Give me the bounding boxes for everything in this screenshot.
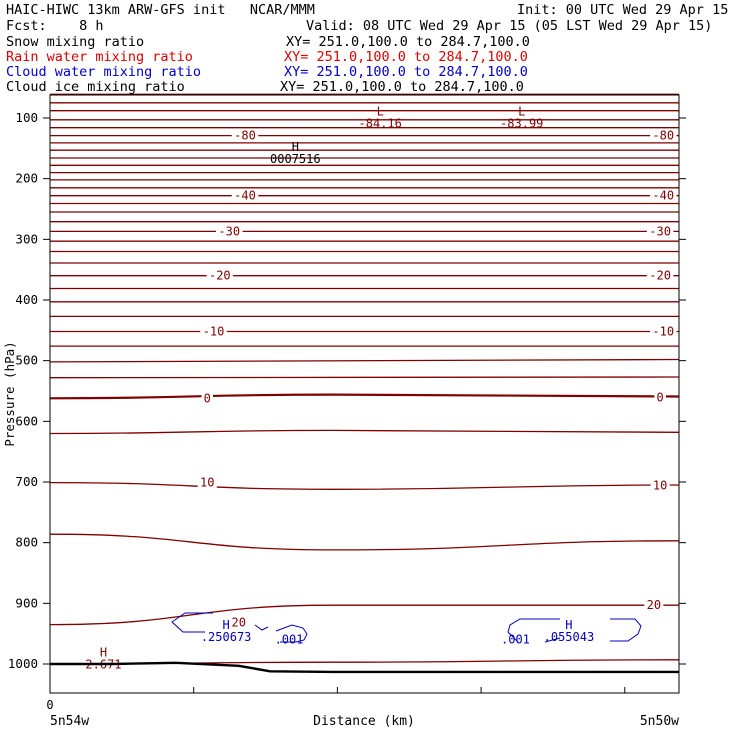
contour-label: -10 <box>203 325 225 339</box>
extremum-marker: H <box>565 618 572 632</box>
y-axis-label: Pressure (hPa) <box>2 341 17 446</box>
field-xy-rain: XY= 251.0,100.0 to 284.7,100.0 <box>284 49 528 65</box>
contour-label-bg <box>197 476 217 489</box>
contour-label-bg <box>644 599 664 612</box>
isotherm-line <box>49 358 680 363</box>
isotherm-line <box>49 604 679 626</box>
contour-label-bg <box>216 225 243 238</box>
y-tick-label: 600 <box>15 413 38 428</box>
contour-label-bg <box>231 189 259 202</box>
contour-label: -30 <box>649 224 671 238</box>
contour-label: -10 <box>652 325 674 339</box>
x-axis-right-endpoint-label: 5n50w <box>640 714 679 729</box>
contour-label: -40 <box>652 189 674 203</box>
y-tick-label: 500 <box>15 353 38 368</box>
y-tick-label: 100 <box>15 110 38 125</box>
isotherm-lines <box>49 93 680 665</box>
contour-label-bg <box>231 129 259 142</box>
contour-label: 10 <box>200 476 214 490</box>
cloud-water-contour-left <box>171 612 308 643</box>
header-init-time: Init: 00 UTC Wed 29 Apr 15 <box>517 2 729 18</box>
y-tick-label: 800 <box>15 535 38 550</box>
plot-frame <box>49 94 680 694</box>
cloud-water-label: .001 <box>275 633 304 647</box>
x-axis-label: Distance (km) <box>313 714 415 729</box>
contour-label-bg <box>650 189 677 202</box>
contour-label-bg <box>646 269 674 282</box>
y-tick-label: 300 <box>15 231 38 246</box>
field-xy-snow: XY= 251.0,100.0 to 284.7,100.0 <box>286 34 530 50</box>
field-xy-cloud-ice: XY= 251.0,100.0 to 284.7,100.0 <box>280 79 524 95</box>
isotherm-line <box>49 429 680 435</box>
contour-label: 0 <box>657 391 664 405</box>
extremum-value: -84.16 <box>359 117 402 131</box>
field-name-cloud-ice: Cloud ice mixing ratio <box>6 79 185 95</box>
header-forecast-hour: Fcst: 8 h <box>6 18 104 34</box>
extremum-value: 0007516 <box>270 152 321 166</box>
field-name-rain: Rain water mixing ratio <box>6 49 193 65</box>
extremum-value: .250673 <box>201 630 252 644</box>
cloud-water-contour-left-inner <box>254 624 269 631</box>
isotherm-line <box>49 533 680 551</box>
contour-label: 10 <box>653 479 667 493</box>
extremum-value: -83.99 <box>500 117 543 131</box>
contour-label-bg <box>654 391 666 404</box>
y-tick-label: 900 <box>15 595 38 610</box>
contour-labels: -80 -80 -40 -40 -30 -30 -20 -20 -10 -10 0 0 10 10 20 20… <box>197 129 677 647</box>
cloud-water-contours <box>171 612 642 643</box>
extrema-markers: L-84.16L-83.99H0007516H2.671H.250673H.05… <box>85 105 594 672</box>
field-xy-cloud-water: XY= 251.0,100.0 to 284.7,100.0 <box>284 64 528 80</box>
extremum-marker: H <box>100 646 107 660</box>
isotherm-line <box>49 481 680 490</box>
isotherm-line <box>49 376 680 379</box>
isotherm-line <box>49 393 680 400</box>
field-name-snow: Snow mixing ratio <box>6 34 145 50</box>
contour-label-bg <box>650 325 677 338</box>
terrain-line <box>50 661 679 674</box>
contour-label: -80 <box>652 129 674 143</box>
contour-label: 20 <box>647 598 661 612</box>
contour-label: 0 <box>204 391 211 405</box>
extremum-marker: L <box>518 105 525 119</box>
field-name-cloud-water: Cloud water mixing ratio <box>6 64 202 80</box>
contour-label: 20 <box>231 616 245 630</box>
contour-label: -20 <box>649 269 671 283</box>
contour-label: -30 <box>218 224 240 238</box>
x-axis: 0 <box>46 687 626 712</box>
y-tick-label: 1000 <box>8 656 38 671</box>
cloud-water-contour-right <box>507 618 642 643</box>
header-title: HAIC-HIWC 13km ARW-GFS init NCAR/MMM <box>6 2 315 18</box>
contour-label-bg <box>206 269 234 282</box>
contour-label: -80 <box>234 129 256 143</box>
contour-label: -20 <box>209 269 231 283</box>
y-tick-label: 700 <box>15 474 38 489</box>
x-tick-label: 0 <box>46 698 53 712</box>
contour-label-bg <box>650 129 677 142</box>
header-valid-time: Valid: 08 UTC Wed 29 Apr 15 (05 LST Wed … <box>306 18 713 34</box>
extremum-marker: H <box>223 618 230 632</box>
y-tick-label: 200 <box>15 171 38 186</box>
extremum-marker: L <box>377 105 384 119</box>
contour-label-bg <box>646 225 674 238</box>
y-tick-label: 400 <box>15 292 38 307</box>
contour-label-bg <box>200 325 227 338</box>
contour-label: -40 <box>234 189 256 203</box>
contour-label-bg <box>650 479 670 492</box>
cloud-water-label: .001 <box>501 633 530 647</box>
contour-label-bg <box>229 616 249 629</box>
x-axis-left-endpoint-label: 5n54w <box>50 714 89 729</box>
extremum-marker: H <box>292 140 299 154</box>
contour-label-bg <box>201 392 213 405</box>
extremum-value: .055043 <box>544 630 595 644</box>
